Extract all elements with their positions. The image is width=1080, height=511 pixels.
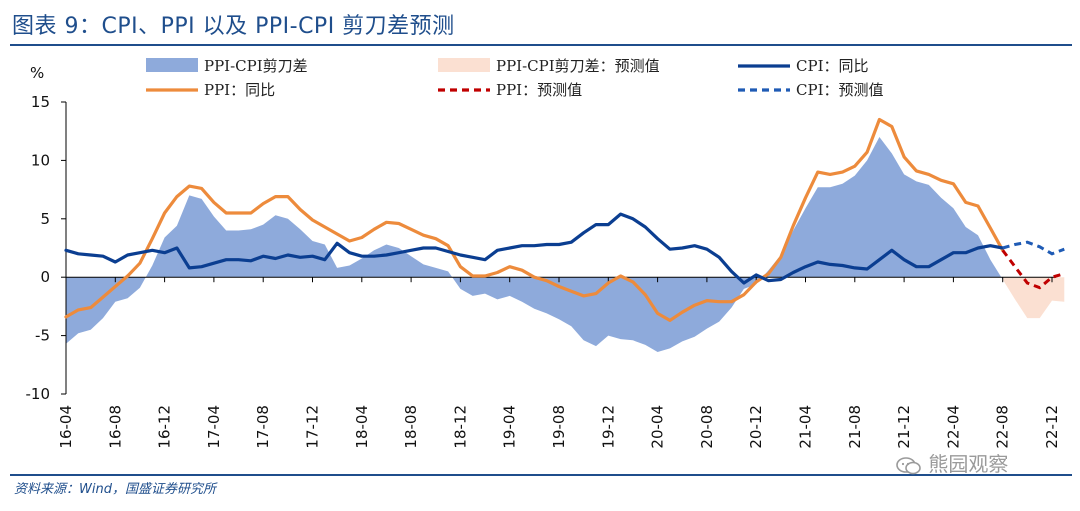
title-divider <box>10 44 1072 46</box>
x-tick-label: 19-08 <box>550 405 568 449</box>
y-tick-label: 5 <box>40 210 50 228</box>
y-tick-label: 0 <box>40 268 50 286</box>
legend-cpi-forecast-label: CPI：预测值 <box>796 81 884 99</box>
x-tick-label: 21-12 <box>895 405 913 449</box>
x-tick-label: 22-04 <box>944 405 962 449</box>
legend-spread-forecast-label: PPI-CPI剪刀差：预测值 <box>496 57 660 75</box>
y-tick-label: 10 <box>31 151 50 169</box>
watermark-text: 熊园观察 <box>928 452 1009 476</box>
ppi-line <box>64 117 1005 322</box>
x-tick-label: 19-04 <box>501 405 519 449</box>
chart-title: 图表 9：CPI、PPI 以及 PPI-CPI 剪刀差预测 <box>12 14 455 39</box>
legend-spread-swatch <box>146 58 198 72</box>
x-tick-label: 17-12 <box>304 405 322 449</box>
legend-ppi-label: PPI：同比 <box>204 81 275 99</box>
legend-spread-forecast-swatch <box>438 58 490 72</box>
legend-cpi-label: CPI：同比 <box>796 57 869 75</box>
x-tick-label: 18-12 <box>451 405 469 449</box>
x-tick-label: 22-12 <box>1043 405 1061 449</box>
y-tick-label: -5 <box>35 327 50 345</box>
ppi-forecast-line <box>1001 249 1065 290</box>
x-tick-label: 20-04 <box>649 405 667 449</box>
cpi-line <box>64 212 1005 285</box>
legend-ppi-forecast-label: PPI：预测值 <box>496 81 582 99</box>
source-note: 资料来源：Wind，国盛证券研究所 <box>14 482 216 497</box>
x-tick-label: 16-12 <box>156 405 174 449</box>
x-tick-label: 21-04 <box>797 405 815 449</box>
x-tick-label: 18-08 <box>402 405 420 449</box>
spread-area <box>66 137 1003 352</box>
watermark: 熊园观察 <box>896 448 1008 477</box>
cpi-forecast-line <box>1002 240 1065 256</box>
x-tick-label: 19-12 <box>599 405 617 449</box>
x-tick-label: 18-04 <box>353 405 371 449</box>
y-tick-label: -10 <box>26 385 51 403</box>
y-tick-label: 15 <box>31 93 50 111</box>
x-tick-label: 17-08 <box>254 405 272 449</box>
x-tick-label: 21-08 <box>846 405 864 449</box>
spread-forecast-area <box>1002 277 1065 319</box>
x-tick-label: 20-12 <box>747 405 765 449</box>
wechat-icon <box>896 456 921 474</box>
chart: % -10 -5 0 5 10 15 16-04 16-08 16-12 17-04 17-08 17-… <box>26 57 1065 449</box>
legend-spread-label: PPI-CPI剪刀差 <box>204 57 308 75</box>
x-tick-label: 20-08 <box>698 405 716 449</box>
x-tick-label: 16-08 <box>106 405 124 449</box>
x-tick-label: 22-08 <box>994 405 1012 449</box>
x-tick-label: 16-04 <box>57 405 75 449</box>
footer-divider <box>10 474 1072 476</box>
y-unit-label: % <box>30 64 44 82</box>
x-tick-label: 17-04 <box>205 405 223 449</box>
